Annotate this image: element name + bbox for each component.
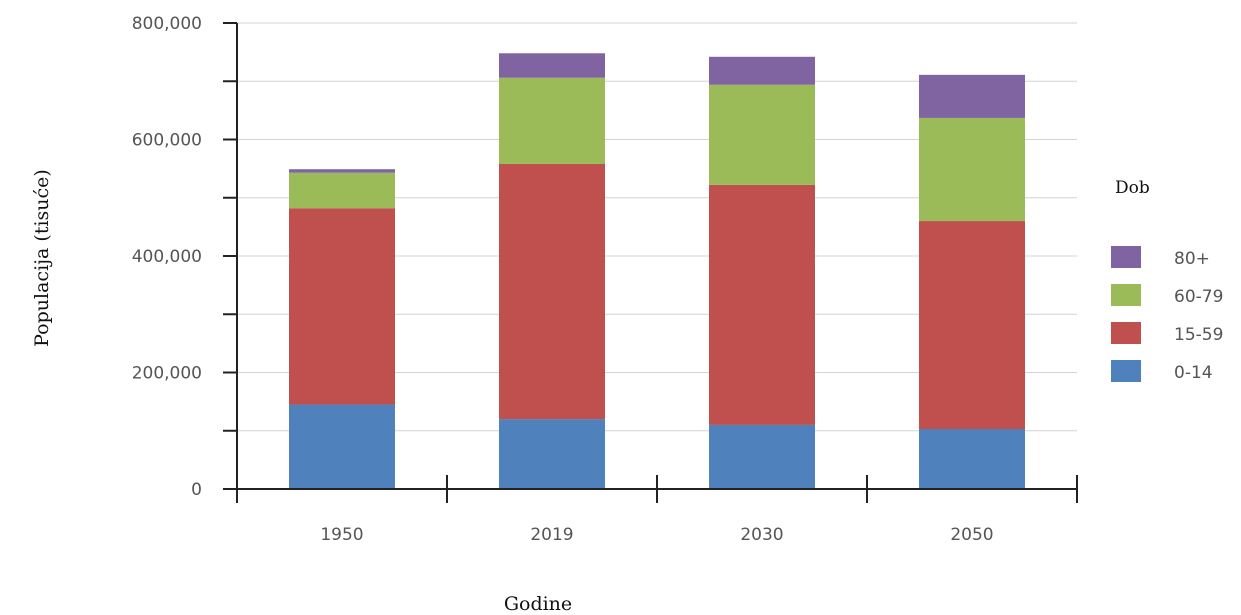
x-tick-label: 1950 — [320, 525, 363, 545]
y-tick-label: 0 — [191, 480, 202, 500]
legend-label-80+: 80+ — [1174, 249, 1210, 269]
axes — [223, 22, 1078, 503]
legend-swatch-15-59 — [1111, 322, 1141, 344]
bars — [289, 53, 1025, 489]
legend-title: Dob — [1115, 178, 1150, 198]
y-tick-label: 400,000 — [132, 247, 202, 267]
y-tick-label: 800,000 — [132, 14, 202, 34]
bar-segment-0-14-1950 — [289, 404, 395, 489]
legend: 80+ 60-79 15-59 0-14 — [1111, 246, 1223, 383]
x-tick-label: 2030 — [740, 525, 783, 545]
y-tick-label: 600,000 — [132, 131, 202, 151]
legend-swatch-60-79 — [1111, 284, 1141, 306]
x-tick-label: 2019 — [530, 525, 573, 545]
x-tick-label: 2050 — [950, 525, 993, 545]
legend-swatch-80+ — [1111, 246, 1141, 268]
bar-segment-80+-2030 — [709, 56, 815, 85]
bar-segment-60-79-1950 — [289, 172, 395, 209]
bar-segment-15-59-2030 — [709, 184, 815, 425]
bar-segment-0-14-2030 — [709, 424, 815, 489]
bar-segment-15-59-2019 — [499, 163, 605, 420]
x-tick-labels: 1950 2019 2030 2050 — [320, 525, 993, 545]
bar-segment-80+-2050 — [919, 74, 1025, 118]
y-axis-title: Populacija (tisuće) — [31, 169, 53, 347]
legend-label-15-59: 15-59 — [1174, 325, 1223, 345]
bar-segment-60-79-2050 — [919, 117, 1025, 222]
bar-segment-15-59-1950 — [289, 208, 395, 405]
y-tick-label: 200,000 — [132, 364, 202, 384]
bar-segment-15-59-2050 — [919, 221, 1025, 430]
legend-swatch-0-14 — [1111, 360, 1141, 382]
legend-label-0-14: 0-14 — [1174, 363, 1213, 383]
legend-label-60-79: 60-79 — [1174, 287, 1223, 307]
y-tick-labels: 0 200,000 400,000 600,000 800,000 — [132, 14, 202, 500]
bar-segment-80+-2019 — [499, 53, 605, 78]
bar-segment-60-79-2019 — [499, 77, 605, 164]
bar-segment-0-14-2050 — [919, 429, 1025, 489]
bar-segment-0-14-2019 — [499, 419, 605, 489]
x-axis-title: Godine — [504, 593, 572, 615]
bar-segment-80+-1950 — [289, 169, 395, 173]
bar-segment-60-79-2030 — [709, 84, 815, 185]
